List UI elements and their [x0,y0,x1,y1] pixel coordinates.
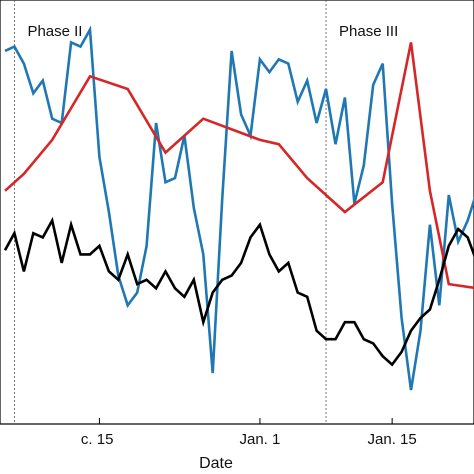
x-tick-label: c. 15 [81,431,114,448]
plot-area-border [0,0,474,425]
phase-boundaries [14,0,327,424]
phase-labels: Phase II Phase III [27,23,398,40]
series-lines [3,25,474,391]
series-line-2 [4,42,474,290]
phase-label: Phase II [27,23,82,40]
phase-label: Phase III [339,23,398,40]
series-line-1 [4,25,474,391]
x-axis-ticks [98,418,393,424]
x-tick-label: Jan. 15 [368,431,417,448]
x-tick-label: Jan. 1 [240,431,281,448]
series-line-3 [3,216,474,367]
x-axis-title: Date [199,455,233,472]
x-axis-tick-labels: c. 15 Jan. 1 Jan. 15 [81,431,417,448]
